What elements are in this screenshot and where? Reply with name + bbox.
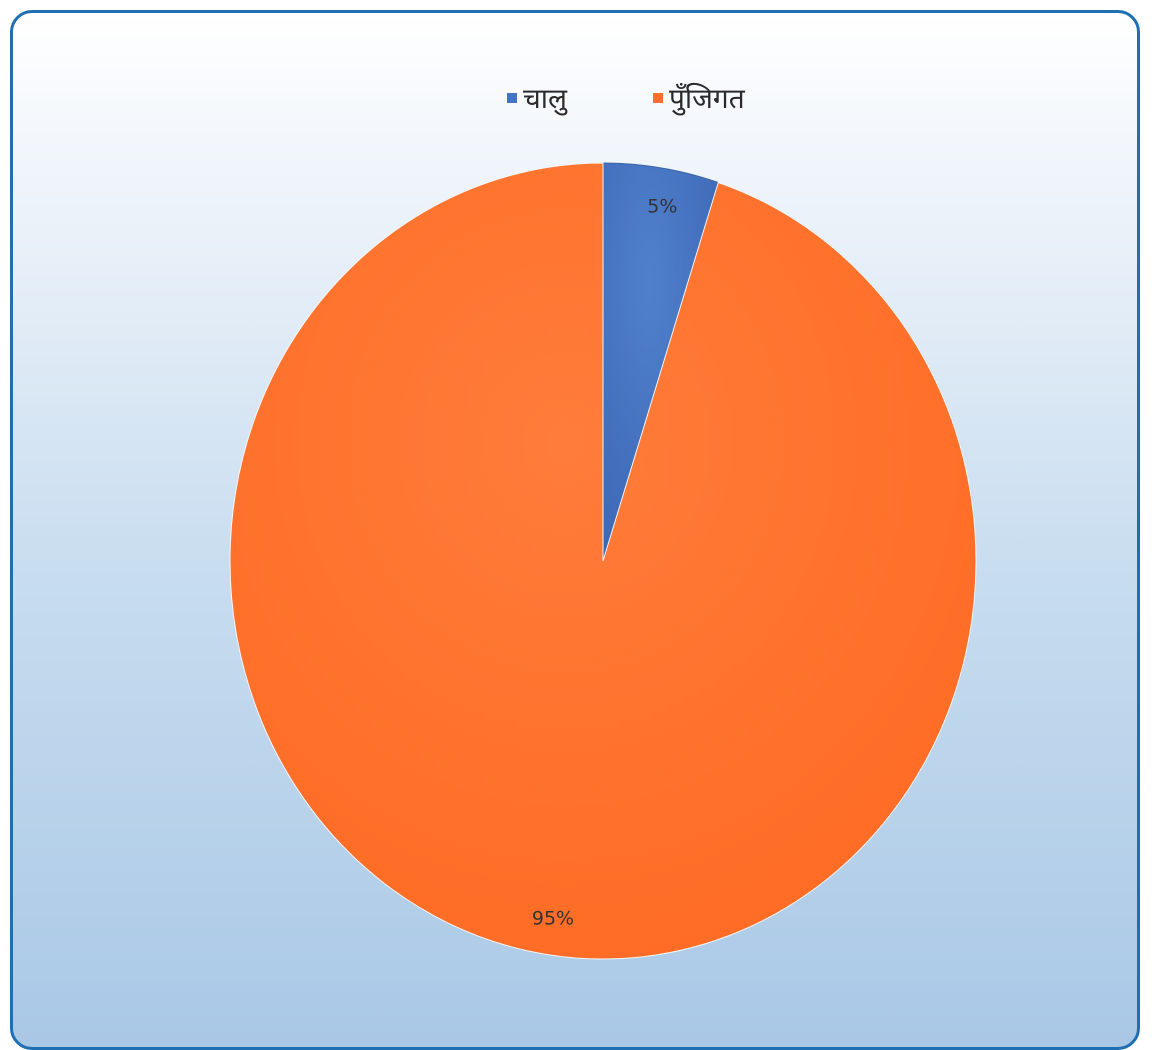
- data-label-current: 5%: [647, 195, 677, 217]
- legend-swatch-current: [507, 93, 517, 103]
- legend: चालु पुँजिगत: [13, 79, 1137, 119]
- legend-item-current: चालु: [507, 79, 567, 117]
- legend-item-capital: पुँजिगत: [653, 79, 745, 117]
- data-label-capital: 95%: [532, 908, 574, 930]
- legend-label-capital: पुँजिगत: [669, 82, 745, 115]
- pie-slice-capital: [229, 162, 977, 960]
- legend-label-current: चालु: [523, 82, 568, 115]
- legend-swatch-capital: [653, 93, 663, 103]
